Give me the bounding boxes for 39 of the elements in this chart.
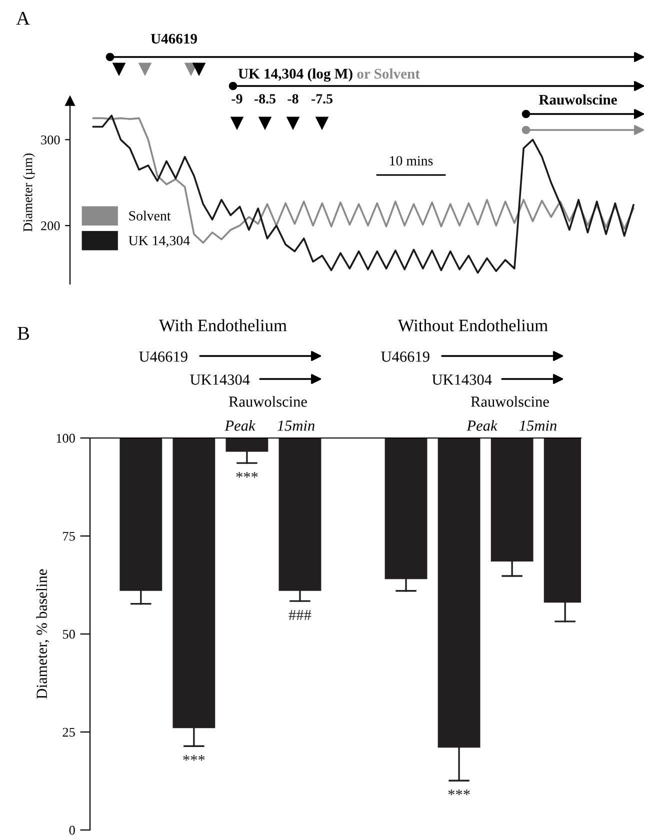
y-tick-label: 75	[63, 532, 75, 541]
y-axis-title: Diameter (µm)	[22, 154, 35, 232]
line-series	[92, 114, 634, 274]
text: UK 14,304 (log M)	[238, 68, 352, 82]
y-tick-label: 100	[56, 434, 75, 443]
annotation: -7.5	[312, 94, 332, 104]
text: 15min	[519, 420, 556, 431]
annotation: -9	[232, 94, 242, 104]
text: With Endothelium	[158, 319, 287, 332]
y-tick-label: 50	[62, 630, 75, 639]
y-tick-label: 200	[41, 221, 60, 230]
y-tick-label: 0	[69, 826, 75, 835]
text: UK14304	[432, 374, 492, 385]
data-label: ***	[448, 790, 470, 796]
legend-label: UK 14,304	[128, 236, 190, 248]
text: Peak	[466, 420, 498, 431]
text: UK14304	[190, 374, 250, 385]
text: Rauwolscine	[470, 396, 549, 407]
annotation: 10 mins	[390, 156, 433, 166]
text: Without Endothelium	[398, 319, 548, 332]
annotation: Rauwolscine	[538, 94, 617, 105]
annotation: -8	[288, 94, 298, 104]
text: Rauwolscine	[228, 396, 307, 407]
y-tick-label: 300	[41, 135, 60, 144]
text: U46619	[381, 352, 430, 362]
text: A	[16, 12, 30, 25]
data-label: ***	[236, 472, 258, 478]
text: B	[18, 326, 30, 340]
data-label: ###	[288, 610, 312, 620]
data-label: ***	[183, 755, 205, 761]
y-axis-title: Diameter, % baseline	[36, 569, 50, 699]
annotation: -8.5	[254, 94, 276, 104]
legend-label: Solvent	[129, 210, 171, 221]
text: Peak	[224, 420, 256, 431]
text: U46619	[150, 34, 197, 44]
text: U46619	[139, 352, 188, 362]
y-tick-label: 25	[62, 728, 75, 737]
text: 15min	[277, 420, 314, 431]
text: or Solvent	[357, 68, 420, 79]
